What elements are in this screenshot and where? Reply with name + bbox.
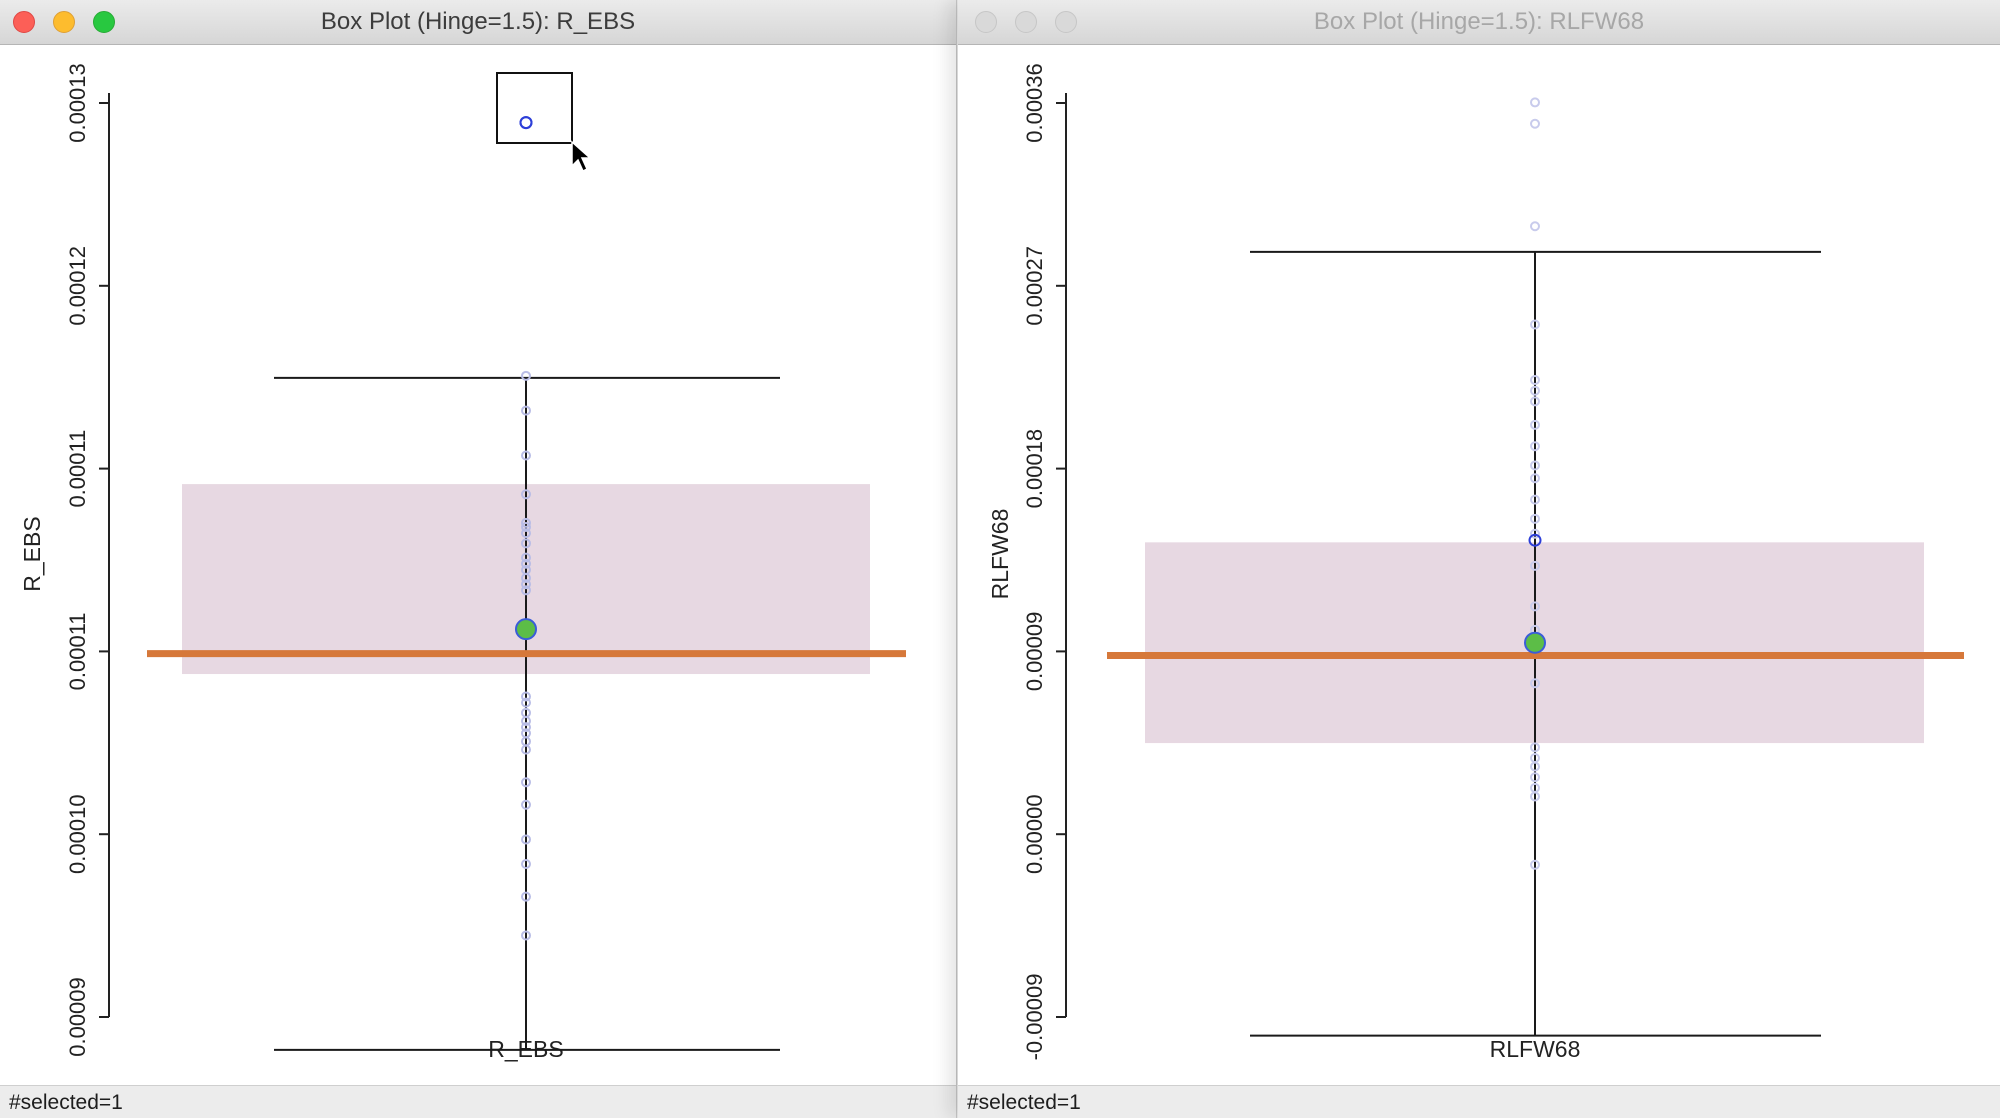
y-tick-label: 0.00009 [65, 977, 90, 1057]
y-axis-title: R_EBS [19, 516, 45, 591]
data-point[interactable] [521, 697, 531, 708]
data-point[interactable] [1530, 761, 1540, 772]
y-tick-label: 0.00011 [65, 430, 90, 508]
data-point[interactable] [1530, 460, 1540, 471]
data-point[interactable] [521, 858, 531, 869]
y-tick-label: 0.00010 [65, 794, 90, 874]
data-point[interactable] [1530, 385, 1540, 396]
data-point[interactable] [1530, 118, 1540, 129]
data-point[interactable] [1530, 419, 1540, 430]
y-tick-label: 0.00000 [1022, 794, 1047, 874]
minimize-window-button[interactable] [53, 11, 75, 33]
data-point[interactable] [1530, 772, 1540, 783]
status-bar: #selected=1 [0, 1085, 956, 1118]
data-point[interactable] [521, 691, 531, 702]
window-title: Box Plot (Hinge=1.5): R_EBS [320, 8, 636, 35]
x-axis-title: RLFW68 [1490, 1036, 1581, 1062]
y-tick-label: 0.00012 [65, 246, 90, 326]
zoom-window-button[interactable] [93, 11, 115, 33]
data-point[interactable] [521, 558, 531, 569]
data-point[interactable] [521, 744, 531, 755]
data-point[interactable] [521, 716, 531, 727]
minimize-window-button[interactable] [1015, 11, 1037, 33]
data-point[interactable] [1530, 601, 1540, 612]
data-point[interactable] [1530, 396, 1540, 407]
data-point[interactable] [521, 370, 531, 381]
selected-point[interactable] [519, 116, 533, 130]
status-bar: #selected=1 [958, 1085, 2000, 1118]
data-point[interactable] [521, 450, 531, 461]
window-title: Box Plot (Hinge=1.5): RLFW68 [1313, 8, 1645, 35]
y-tick-label: 0.00036 [1022, 63, 1047, 143]
y-axis-title: RLFW68 [987, 509, 1013, 600]
data-point[interactable] [521, 891, 531, 902]
y-tick-label: 0.00009 [1022, 612, 1047, 692]
data-point[interactable] [521, 517, 531, 528]
data-point[interactable] [1530, 528, 1540, 539]
y-tick-label: 0.00011 [65, 612, 90, 690]
box-plot-window-r-ebs[interactable]: Box Plot (Hinge=1.5): R_EBS 0.00009 0.000… [0, 0, 957, 1118]
data-point[interactable] [1530, 742, 1540, 753]
data-point[interactable] [521, 528, 531, 539]
close-window-button[interactable] [13, 11, 35, 33]
data-point[interactable] [1530, 319, 1540, 330]
data-point[interactable] [1530, 221, 1540, 232]
data-point[interactable] [1530, 494, 1540, 505]
y-tick-label: -0.00009 [1022, 974, 1047, 1061]
zoom-window-button[interactable] [1055, 11, 1077, 33]
data-point[interactable] [521, 538, 531, 549]
data-point[interactable] [521, 777, 531, 788]
data-point[interactable] [1530, 513, 1540, 524]
data-point[interactable] [521, 834, 531, 845]
box-plot-chart[interactable]: 0.00009 0.00010 0.00011 0.00011 0.00012 0.000… [0, 44, 956, 1085]
selected-point[interactable] [1528, 533, 1542, 547]
data-point[interactable] [1530, 97, 1540, 108]
data-point[interactable] [521, 930, 531, 941]
data-point[interactable] [521, 573, 531, 584]
data-point[interactable] [1530, 473, 1540, 484]
title-bar[interactable]: Box Plot (Hinge=1.5): RLFW68 [958, 0, 2000, 45]
mean-marker[interactable] [515, 618, 537, 641]
data-point[interactable] [1530, 375, 1540, 386]
y-tick-label: 0.00018 [1022, 429, 1047, 509]
data-point[interactable] [1530, 859, 1540, 870]
box-plot-window-rlfw68[interactable]: Box Plot (Hinge=1.5): RLFW68 -0.00009 0.0… [958, 0, 2000, 1118]
title-bar[interactable]: Box Plot (Hinge=1.5): R_EBS [0, 0, 956, 45]
y-tick-label: 0.00027 [1022, 246, 1047, 326]
data-point[interactable] [521, 585, 531, 596]
data-point[interactable] [1530, 678, 1540, 689]
data-point[interactable] [521, 579, 531, 590]
data-point[interactable] [1530, 560, 1540, 571]
close-window-button[interactable] [975, 11, 997, 33]
data-point[interactable] [521, 405, 531, 416]
data-point[interactable] [1530, 441, 1540, 452]
selection-rectangle [496, 72, 573, 144]
data-point[interactable] [1530, 791, 1540, 802]
data-point[interactable] [521, 521, 531, 532]
data-point[interactable] [521, 722, 531, 733]
y-tick-label: 0.00013 [65, 63, 90, 143]
data-point[interactable] [521, 799, 531, 810]
data-point[interactable] [521, 552, 531, 563]
box-plot-chart[interactable]: -0.00009 0.00000 0.00009 0.00018 0.00027 0.00… [958, 44, 2000, 1085]
mean-marker[interactable] [1524, 631, 1546, 654]
mouse-pointer-icon [571, 140, 592, 173]
data-point[interactable] [521, 489, 531, 500]
